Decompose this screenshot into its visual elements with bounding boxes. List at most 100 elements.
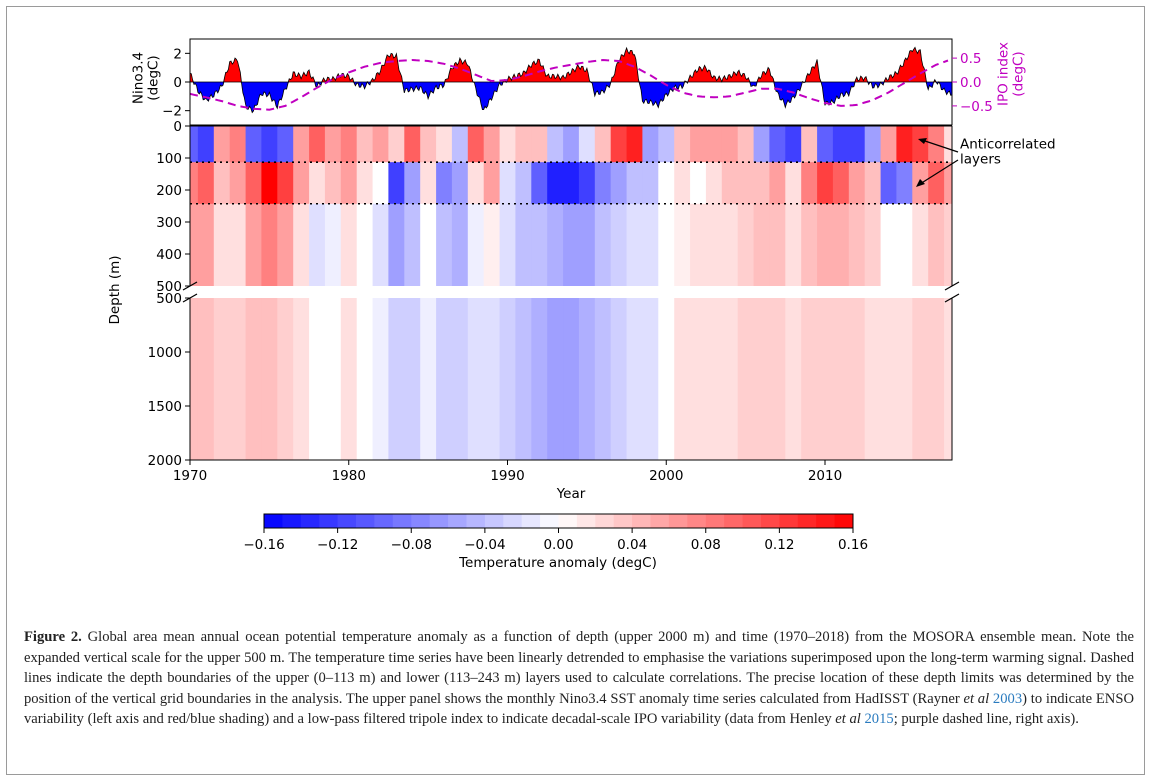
anomaly-cell-deep — [674, 298, 691, 460]
anomaly-cell — [912, 203, 929, 287]
nino34-negative-area — [190, 82, 952, 113]
anomaly-cell-deep — [324, 298, 342, 460]
anomaly-cell-deep — [896, 298, 913, 460]
anomaly-cell — [261, 126, 278, 163]
anomaly-cell — [721, 162, 739, 205]
anomaly-cell — [880, 203, 898, 287]
anomaly-cell-deep — [190, 298, 199, 460]
anomaly-cell — [674, 203, 691, 287]
caption-text-1: Global area mean annual ocean potential … — [24, 629, 1134, 707]
caption-text-3: ; purple dashed line, right axis). — [893, 711, 1079, 728]
anomaly-cell — [642, 126, 659, 163]
anomaly-cell — [340, 162, 358, 205]
ipo-ytick-label: −0.5 — [960, 99, 993, 115]
colorbar-step — [540, 514, 559, 528]
anomaly-cell-deep — [515, 298, 532, 460]
anomaly-cell — [356, 162, 374, 205]
anomaly-cell-deep — [229, 298, 247, 460]
anomaly-cell — [229, 203, 247, 287]
anomaly-cell — [340, 126, 358, 163]
anomaly-cell — [499, 203, 517, 287]
depth-tick-label-upper: 0 — [173, 119, 182, 135]
colorbar-step — [392, 514, 412, 528]
colorbar-step — [632, 514, 651, 528]
anomaly-cell — [721, 126, 739, 163]
anomaly-cell — [531, 162, 548, 205]
anomaly-cell — [674, 126, 691, 163]
anomaly-cell — [547, 203, 564, 287]
year-tick-label: 1980 — [332, 468, 366, 484]
colorbar-step — [779, 514, 799, 528]
anomaly-cell — [245, 162, 263, 205]
anomaly-cell — [563, 162, 580, 205]
colorbar-step — [411, 514, 431, 528]
anomaly-cell-deep — [848, 298, 866, 460]
upper-frame — [189, 125, 953, 286]
anomaly-cell — [324, 126, 342, 163]
colorbar-step — [816, 514, 836, 528]
anomaly-cell — [848, 126, 866, 163]
anomaly-cell — [801, 203, 818, 287]
anomaly-cell — [563, 203, 580, 287]
anomaly-cell-deep — [864, 298, 882, 460]
anomaly-cell — [372, 203, 390, 287]
anomaly-cell — [848, 203, 866, 287]
anomaly-cell — [309, 203, 326, 287]
anomaly-cell-deep — [293, 298, 310, 460]
anomaly-cell — [531, 126, 548, 163]
anomaly-cell-deep — [753, 298, 771, 460]
anomaly-cell-deep — [499, 298, 517, 460]
anomaly-cell — [451, 203, 469, 287]
anomaly-cell — [721, 203, 739, 287]
colorbar-label: Temperature anomaly (degC) — [458, 555, 657, 571]
anomaly-cell — [753, 203, 771, 287]
year-axis-label: Year — [556, 486, 586, 502]
anomaly-cell — [705, 126, 723, 163]
colorbar-step — [687, 514, 707, 528]
anomaly-cell — [896, 162, 913, 205]
anomaly-cell — [245, 126, 263, 163]
anomaly-cell — [610, 203, 628, 287]
colorbar-step — [282, 514, 302, 528]
anomaly-cell — [277, 203, 294, 287]
year-tick-label: 1970 — [173, 468, 207, 484]
anomaly-cell — [467, 162, 485, 205]
anomaly-cell-deep — [483, 298, 501, 460]
anomaly-cell — [451, 126, 469, 163]
caption-ref-henley[interactable]: 2015 — [860, 711, 894, 728]
anomaly-cell — [864, 203, 882, 287]
anomaly-cell — [626, 203, 644, 287]
colorbar-step — [429, 514, 449, 528]
caption-ref-rayner[interactable]: 2003 — [989, 690, 1023, 707]
anomaly-cell — [785, 126, 802, 163]
colorbar-step — [300, 514, 320, 528]
anomaly-cell — [832, 203, 850, 287]
anomaly-cell — [213, 162, 231, 205]
anomaly-cell — [515, 126, 532, 163]
anomaly-cell — [190, 126, 199, 163]
colorbar-step — [558, 514, 578, 528]
anomaly-cell-deep — [642, 298, 659, 460]
temperature-anomaly-field — [190, 126, 952, 287]
anomaly-cell-deep — [610, 298, 628, 460]
depth-tick-label-upper: 200 — [156, 183, 182, 199]
anomaly-cell — [880, 126, 898, 163]
anomaly-cell — [944, 126, 952, 163]
anomaly-cell — [436, 126, 453, 163]
anomaly-cell — [340, 203, 358, 287]
anomaly-cell — [626, 162, 644, 205]
anomaly-cell-deep — [467, 298, 485, 460]
temperature-anomaly-field-deep — [190, 298, 952, 460]
anomaly-cell — [324, 203, 342, 287]
anomaly-cell-deep — [626, 298, 644, 460]
anomaly-cell — [626, 126, 644, 163]
ipo-axis-label: IPO index(degC) — [996, 42, 1027, 106]
nino-left-axis: 2 0 −2 — [162, 46, 190, 120]
anomaly-cell — [420, 126, 437, 163]
anomaly-cell — [420, 203, 437, 287]
anomaly-cell-deep — [372, 298, 390, 460]
caption-etal-2: et al — [835, 711, 861, 728]
anomaly-cell — [832, 126, 850, 163]
anomaly-cell — [817, 162, 834, 205]
depth-tick-label-lower: 2000 — [148, 453, 182, 469]
